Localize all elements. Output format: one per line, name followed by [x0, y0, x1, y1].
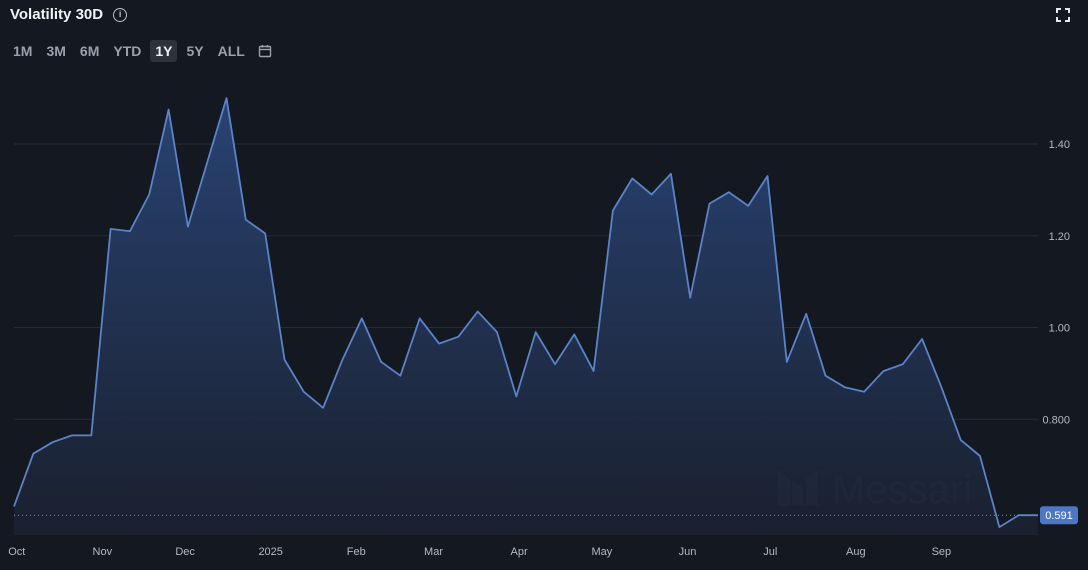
data-point [438, 342, 440, 344]
data-point [979, 455, 981, 457]
volatility-line [13, 97, 1038, 528]
current-value-badge [1040, 506, 1078, 525]
data-point [998, 526, 1000, 528]
data-point [264, 232, 266, 234]
data-point [245, 219, 247, 221]
x-tick-label: Sep [932, 546, 952, 558]
data-point [167, 108, 169, 110]
x-tick-label: Jul [763, 546, 777, 558]
data-point [902, 363, 904, 365]
range-all-button[interactable]: ALL [217, 43, 245, 59]
x-tick-label: Dec [175, 546, 195, 558]
data-point [960, 439, 962, 441]
data-point [708, 202, 710, 204]
y-tick-label: 1.20 [1049, 231, 1070, 243]
data-point [187, 225, 189, 227]
range-6m-button[interactable]: 6M [79, 43, 100, 59]
volatility-area [14, 98, 1038, 534]
chart-title: Volatility 30D [10, 6, 104, 23]
data-point [824, 375, 826, 377]
x-axis: Oct Nov Dec 2025 Feb Mar Apr May Jun Jul Aug Sep [8, 546, 951, 558]
x-tick-label: Feb [347, 546, 366, 558]
x-tick-label: Mar [424, 546, 443, 558]
data-point [786, 361, 788, 363]
calendar-icon[interactable] [258, 44, 272, 58]
data-point [303, 391, 305, 393]
data-point [670, 173, 672, 175]
range-1m-button[interactable]: 1M [13, 43, 33, 59]
data-point [148, 193, 150, 195]
data-point [341, 358, 343, 360]
x-tick-label: Nov [93, 546, 113, 558]
data-point [322, 407, 324, 409]
data-point [940, 386, 942, 388]
data-point [71, 434, 73, 436]
x-tick-label: May [592, 546, 613, 558]
y-tick-label: 1.00 [1049, 323, 1070, 335]
data-point [612, 209, 614, 211]
data-point [51, 441, 53, 443]
data-point [747, 205, 749, 207]
x-tick-label: Apr [511, 546, 528, 558]
data-point [399, 375, 401, 377]
range-5y-button[interactable]: 5Y [186, 43, 204, 59]
data-point [573, 333, 575, 335]
data-point [206, 161, 208, 163]
chart-header: Volatility 30D i [10, 6, 128, 23]
range-ytd-button[interactable]: YTD [113, 43, 142, 59]
x-tick-label: Aug [846, 546, 866, 558]
data-point [109, 228, 111, 230]
data-point [554, 363, 556, 365]
x-tick-label: 2025 [258, 546, 282, 558]
data-point [283, 358, 285, 360]
data-point [225, 97, 227, 99]
data-point [882, 370, 884, 372]
y-tick-label: 0.800 [1042, 414, 1070, 426]
x-tick-label: Jun [679, 546, 697, 558]
data-point [689, 297, 691, 299]
fullscreen-icon[interactable] [1056, 8, 1070, 22]
data-point [361, 317, 363, 319]
data-point [457, 336, 459, 338]
data-point [90, 434, 92, 436]
data-point [766, 175, 768, 177]
data-point [13, 505, 15, 507]
data-point [631, 177, 633, 179]
range-3m-button[interactable]: 3M [46, 43, 66, 59]
data-point [805, 313, 807, 315]
data-point [650, 193, 652, 195]
info-icon[interactable]: i [113, 7, 128, 22]
data-point [592, 370, 594, 372]
current-value-marker: 0.591 [14, 506, 1078, 525]
data-point [32, 453, 34, 455]
data-point [921, 338, 923, 340]
data-point [728, 191, 730, 193]
data-point [863, 391, 865, 393]
range-1y-button[interactable]: 1Y [150, 40, 178, 62]
series-volatility [13, 97, 1038, 534]
data-point [515, 395, 517, 397]
data-point [129, 230, 131, 232]
data-point [476, 310, 478, 312]
y-tick-label: 1.40 [1049, 139, 1070, 151]
data-point [534, 331, 536, 333]
data-point [844, 386, 846, 388]
data-point [380, 361, 382, 363]
data-point [419, 317, 421, 319]
data-point [496, 331, 498, 333]
time-range-selector: 1M 3M 6M YTD 1Y 5Y ALL [8, 40, 272, 62]
y-axis: 1.40 1.20 1.00 0.800 [1042, 139, 1070, 426]
current-value-label: 0.591 [1045, 510, 1073, 522]
x-tick-label: Oct [8, 546, 25, 558]
